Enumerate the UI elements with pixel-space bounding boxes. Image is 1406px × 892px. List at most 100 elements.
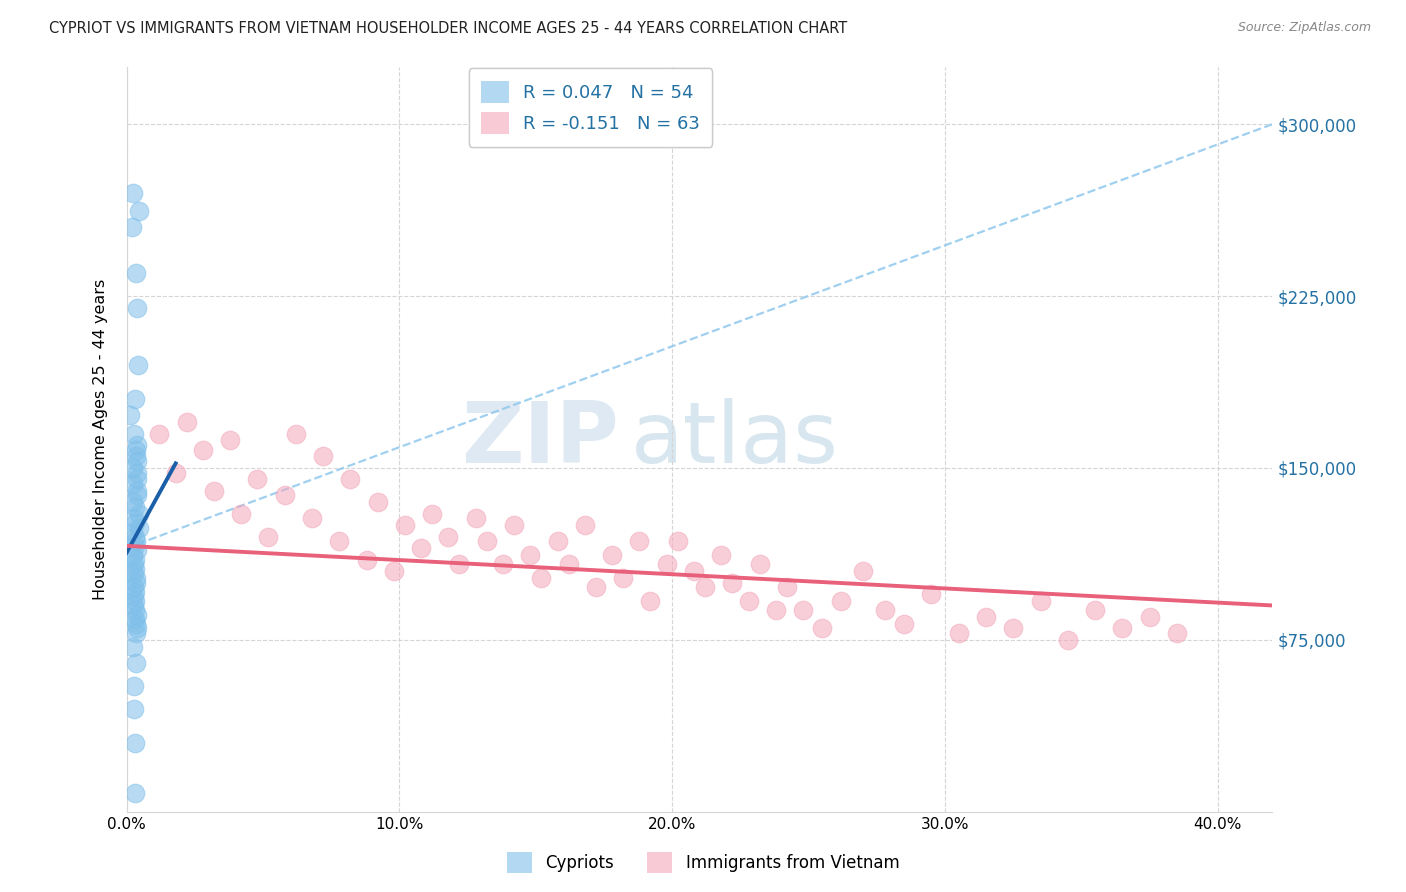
Point xyxy=(125,301,148,315)
Point xyxy=(693,580,716,594)
Point xyxy=(748,558,770,572)
Point xyxy=(191,442,214,457)
Point xyxy=(122,477,145,491)
Point xyxy=(503,518,526,533)
Point xyxy=(274,488,297,502)
Point xyxy=(124,584,146,599)
Point xyxy=(125,575,148,590)
Point xyxy=(128,204,150,219)
Point xyxy=(683,564,706,578)
Point xyxy=(124,786,146,800)
Point xyxy=(128,507,150,521)
Point xyxy=(122,186,145,200)
Point xyxy=(600,548,623,562)
Point xyxy=(125,488,148,502)
Point xyxy=(974,610,997,624)
Point xyxy=(148,426,170,441)
Point xyxy=(121,461,143,475)
Point xyxy=(122,558,145,572)
Point xyxy=(328,534,350,549)
Point xyxy=(830,594,852,608)
Point xyxy=(585,580,607,594)
Text: atlas: atlas xyxy=(631,398,839,481)
Point xyxy=(120,409,142,423)
Point xyxy=(124,603,146,617)
Text: CYPRIOT VS IMMIGRANTS FROM VIETNAM HOUSEHOLDER INCOME AGES 25 - 44 YEARS CORRELA: CYPRIOT VS IMMIGRANTS FROM VIETNAM HOUSE… xyxy=(49,21,848,36)
Point xyxy=(124,539,146,553)
Point xyxy=(367,495,389,509)
Point xyxy=(124,679,146,693)
Point xyxy=(127,543,149,558)
Point xyxy=(776,580,799,594)
Point xyxy=(547,534,569,549)
Point xyxy=(122,511,145,525)
Point xyxy=(1029,594,1052,608)
Point xyxy=(128,520,150,534)
Point xyxy=(339,472,361,486)
Text: Source: ZipAtlas.com: Source: ZipAtlas.com xyxy=(1237,21,1371,34)
Point xyxy=(127,483,149,498)
Point xyxy=(420,507,443,521)
Point xyxy=(125,626,148,640)
Point xyxy=(721,575,744,590)
Point xyxy=(475,534,498,549)
Point xyxy=(792,603,814,617)
Point xyxy=(437,530,460,544)
Point xyxy=(125,571,148,585)
Point xyxy=(948,626,970,640)
Point xyxy=(125,466,148,480)
Point xyxy=(125,472,148,486)
Point xyxy=(1139,610,1161,624)
Point xyxy=(124,552,146,566)
Point xyxy=(737,594,759,608)
Point xyxy=(449,558,471,572)
Point xyxy=(121,495,143,509)
Point xyxy=(666,534,689,549)
Point xyxy=(920,587,942,601)
Point xyxy=(124,530,146,544)
Point xyxy=(122,548,145,562)
Point xyxy=(125,454,148,468)
Point xyxy=(124,736,146,750)
Point xyxy=(382,564,405,578)
Point xyxy=(124,701,146,715)
Point xyxy=(231,507,253,521)
Point xyxy=(557,558,579,572)
Point xyxy=(765,603,787,617)
Legend: Cypriots, Immigrants from Vietnam: Cypriots, Immigrants from Vietnam xyxy=(501,846,905,880)
Point xyxy=(124,392,146,407)
Point xyxy=(464,511,486,525)
Point xyxy=(127,358,149,372)
Point xyxy=(125,656,148,670)
Point xyxy=(122,566,145,581)
Point xyxy=(394,518,416,533)
Point xyxy=(1056,632,1078,647)
Point xyxy=(411,541,433,556)
Point xyxy=(121,220,143,235)
Point xyxy=(612,571,634,585)
Point xyxy=(710,548,733,562)
Point xyxy=(852,564,875,578)
Point xyxy=(124,516,146,530)
Point xyxy=(312,450,335,464)
Point xyxy=(124,500,146,514)
Point xyxy=(122,525,145,540)
Point xyxy=(628,534,651,549)
Point xyxy=(125,266,148,280)
Point xyxy=(122,589,145,603)
Point xyxy=(519,548,541,562)
Point xyxy=(127,438,149,452)
Point xyxy=(1002,621,1025,635)
Legend: R = 0.047   N = 54, R = -0.151   N = 63: R = 0.047 N = 54, R = -0.151 N = 63 xyxy=(468,69,713,147)
Point xyxy=(125,534,148,549)
Point xyxy=(125,621,148,635)
Point xyxy=(165,466,187,480)
Point xyxy=(124,442,146,457)
Point xyxy=(893,616,915,631)
Point xyxy=(124,562,146,576)
Point xyxy=(125,450,148,464)
Point xyxy=(655,558,678,572)
Point xyxy=(124,612,146,626)
Point xyxy=(492,558,515,572)
Point xyxy=(257,530,280,544)
